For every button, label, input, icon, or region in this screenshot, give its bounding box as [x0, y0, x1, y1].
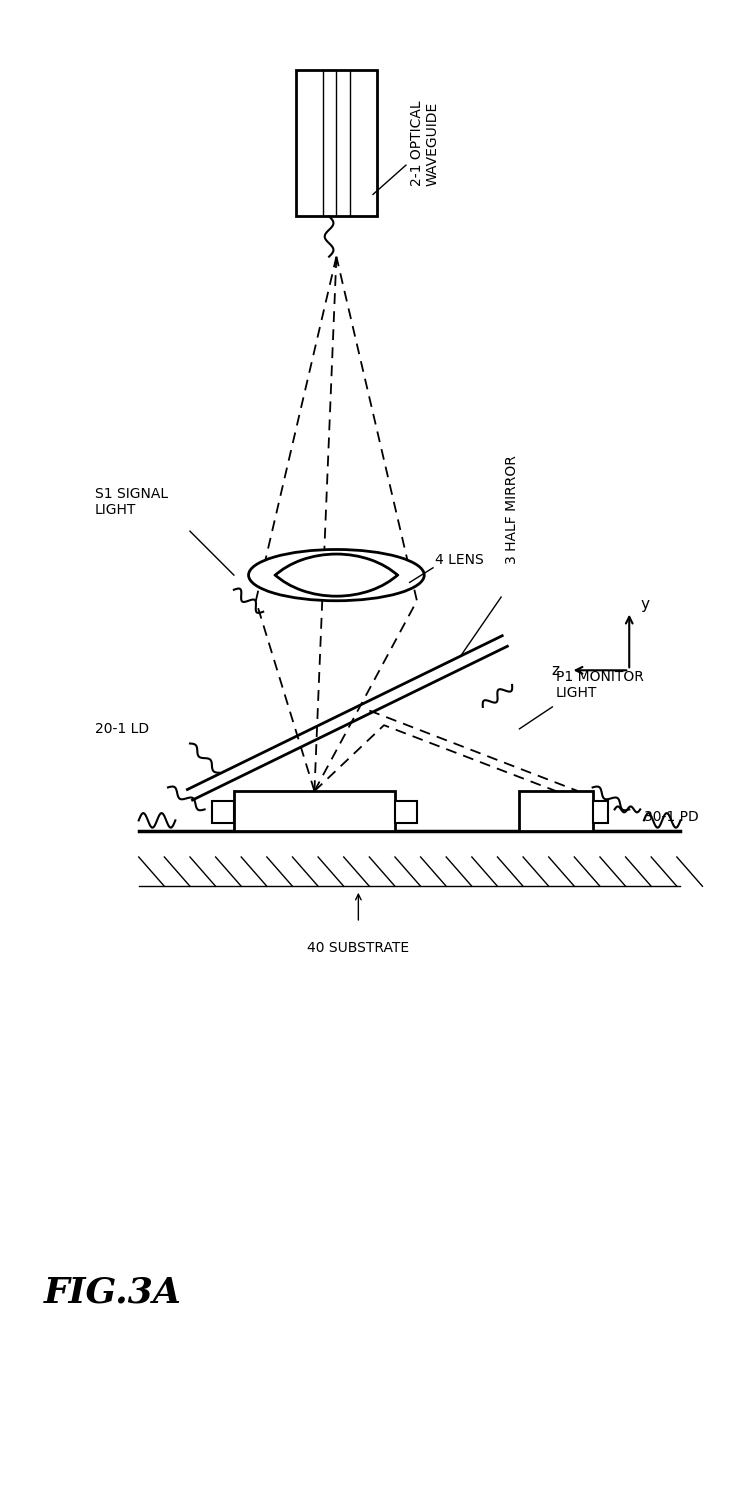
- Text: 20-1 LD: 20-1 LD: [95, 721, 149, 736]
- Text: 3 HALF MIRROR: 3 HALF MIRROR: [505, 455, 518, 564]
- Text: FIG.3A: FIG.3A: [43, 1276, 181, 1310]
- Text: P1 MONITOR
LIGHT: P1 MONITOR LIGHT: [556, 669, 644, 700]
- Ellipse shape: [248, 550, 424, 601]
- Bar: [519, 791, 592, 831]
- Text: z: z: [552, 663, 560, 678]
- Text: 30-1 PD: 30-1 PD: [644, 810, 699, 824]
- Bar: [592, 800, 608, 822]
- Text: 40 SUBSTRATE: 40 SUBSTRATE: [307, 941, 410, 956]
- Bar: [212, 800, 234, 822]
- Bar: [296, 70, 377, 217]
- Text: 2-1 OPTICAL
WAVEGUIDE: 2-1 OPTICAL WAVEGUIDE: [410, 100, 440, 186]
- Text: S1 SIGNAL
LIGHT: S1 SIGNAL LIGHT: [95, 486, 168, 517]
- Text: 4 LENS: 4 LENS: [435, 553, 484, 568]
- Bar: [234, 791, 395, 831]
- Text: y: y: [640, 596, 649, 611]
- Bar: [395, 800, 417, 822]
